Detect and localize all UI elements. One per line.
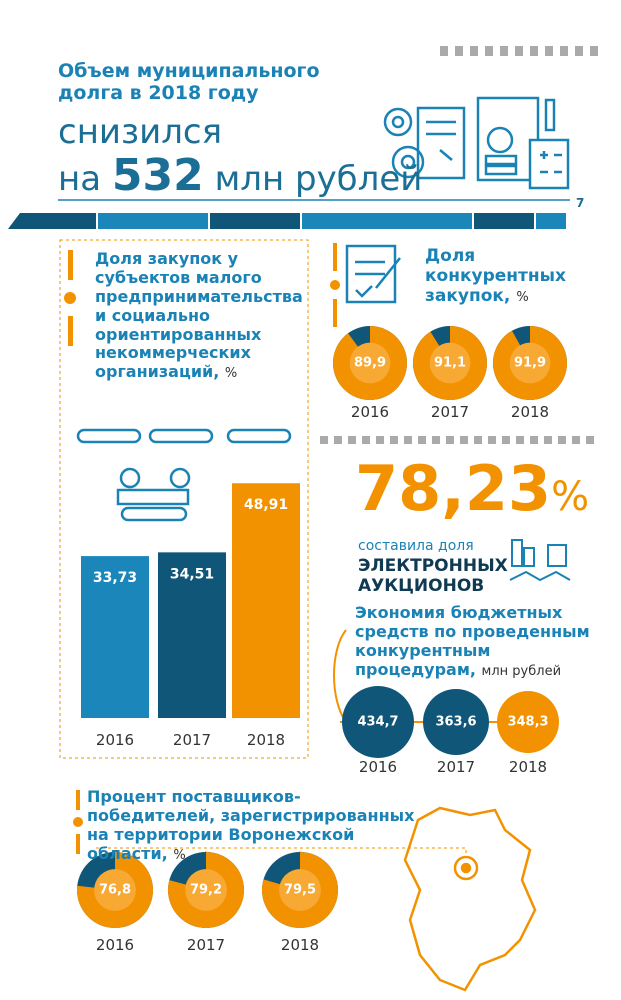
header-icons xyxy=(383,96,570,190)
value-label: 48,91 xyxy=(244,497,288,513)
text: млн рублей xyxy=(481,663,562,679)
section-title: Процент поставщиков-победителей, зарегис… xyxy=(87,787,417,864)
text: % xyxy=(224,366,238,382)
year-label: 2016 xyxy=(359,758,397,776)
year-label: 2017 xyxy=(431,403,469,421)
conveyor-icon xyxy=(76,428,292,522)
region-map xyxy=(403,806,537,992)
prefix: на xyxy=(58,159,102,199)
text: 78,23 xyxy=(355,452,552,525)
debt-value: 532 xyxy=(111,150,204,201)
highlight-emphasis: ЭЛЕКТРОННЫХ АУКЦИОНОВ xyxy=(358,556,508,597)
value-label: 33,73 xyxy=(93,570,137,586)
year-label: 2018 xyxy=(511,403,549,421)
donut-hole xyxy=(94,869,136,911)
text: % xyxy=(551,474,590,520)
value-label: 79,5 xyxy=(284,883,316,898)
year-label: 2018 xyxy=(281,936,319,954)
highlight-value: 78,23% xyxy=(355,452,589,525)
year-label: 2018 xyxy=(509,758,547,776)
value-label: 34,51 xyxy=(170,566,214,582)
donut-hole xyxy=(279,869,321,911)
value-label: 76,8 xyxy=(99,883,131,898)
year-label: 2017 xyxy=(173,731,211,749)
section-title: Доля конкурентных закупок, % xyxy=(425,246,585,306)
value-label: 363,6 xyxy=(435,715,476,730)
year-label: 2017 xyxy=(187,936,225,954)
value-label: 89,9 xyxy=(354,356,386,371)
value-label: 79,2 xyxy=(190,883,222,898)
page-number: 7 xyxy=(576,196,585,210)
value-label: 91,9 xyxy=(514,356,546,371)
bar xyxy=(232,483,300,718)
year-label: 2016 xyxy=(351,403,389,421)
text: Доля закупок у субъектов малого предприн… xyxy=(95,249,303,382)
year-label: 2016 xyxy=(96,731,134,749)
year-label: 2017 xyxy=(437,758,475,776)
contract-icon xyxy=(345,244,401,304)
subtitle: снизился xyxy=(58,112,223,152)
text: % xyxy=(173,847,186,863)
bar xyxy=(81,556,149,718)
value-circle xyxy=(423,689,489,755)
section-title: Доля закупок у субъектов малого предприн… xyxy=(95,249,305,382)
text: Экономия бюджетных средств по проведенны… xyxy=(355,603,590,679)
markers xyxy=(64,243,340,854)
year-label: 2016 xyxy=(96,936,134,954)
value-label: 434,7 xyxy=(357,715,398,730)
donut-hole xyxy=(509,342,551,384)
section-frame xyxy=(59,239,309,759)
dash-bar xyxy=(440,46,598,56)
text: % xyxy=(516,290,529,306)
donut-hole xyxy=(349,342,391,384)
value-circle xyxy=(497,691,559,753)
text: Процент поставщиков-победителей, зарегис… xyxy=(87,787,415,863)
value-circle xyxy=(342,686,414,758)
city-icon xyxy=(509,539,571,582)
bar xyxy=(158,552,226,718)
section-title: Экономия бюджетных средств по проведенны… xyxy=(355,603,595,680)
highlight-text: составила доля xyxy=(358,538,474,554)
text: Доля конкурентных закупок, xyxy=(425,246,566,307)
donut-hole xyxy=(185,869,227,911)
title: Объем муниципального долга в 2018 году xyxy=(58,60,320,105)
year-label: 2018 xyxy=(247,731,285,749)
value-label: 348,3 xyxy=(507,715,548,730)
value-label: 91,1 xyxy=(434,356,466,371)
connector xyxy=(333,629,347,723)
debt-unit: млн рублей xyxy=(214,159,423,199)
debt-line: на 532 млн рублей xyxy=(58,150,422,201)
donut-hole xyxy=(429,342,471,384)
stripe-band xyxy=(8,213,566,229)
